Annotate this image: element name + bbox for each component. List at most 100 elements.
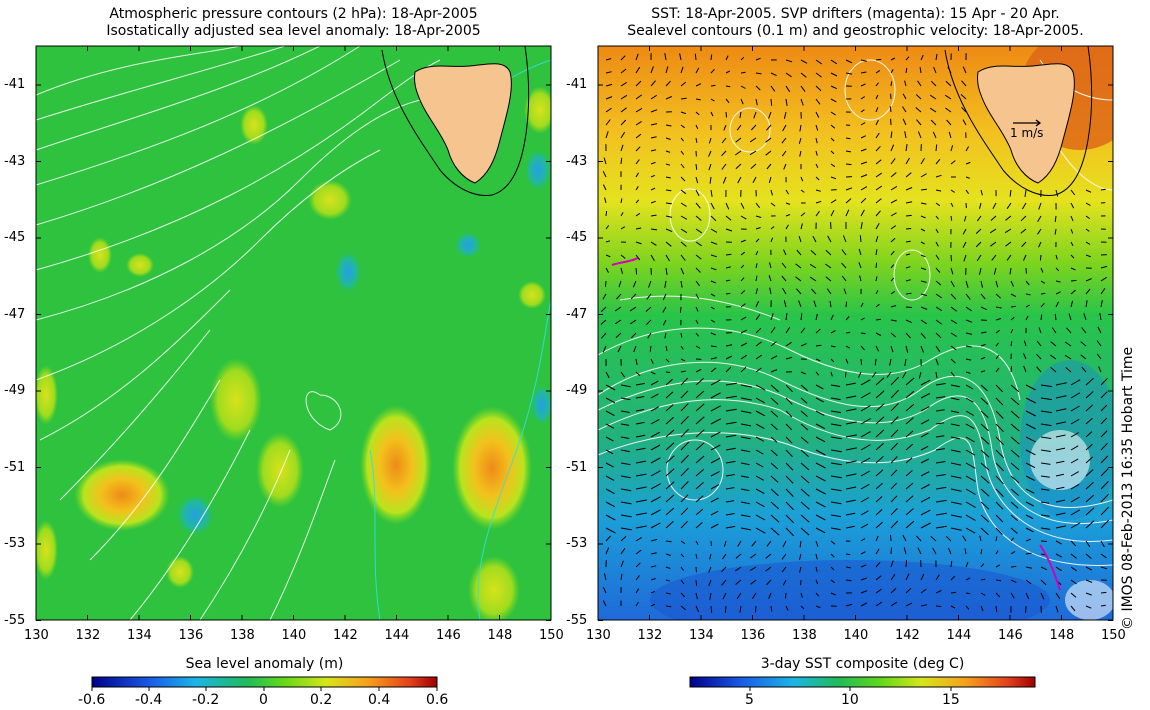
velocity-arrow (695, 241, 702, 247)
velocity-arrow (680, 454, 689, 464)
velocity-arrow (905, 56, 910, 61)
velocity-arrow (980, 280, 983, 288)
velocity-arrow (750, 163, 757, 169)
velocity-arrow (800, 176, 804, 182)
warm-anomaly-2 (452, 406, 532, 530)
velocity-arrow (770, 462, 779, 470)
velocity-arrow (769, 262, 772, 269)
x-tick-label: 146 (436, 628, 461, 643)
x-tick-label: 146 (998, 628, 1023, 643)
velocity-arrow (635, 133, 642, 139)
velocity-arrow (845, 187, 853, 191)
velocity-arrow (830, 475, 842, 479)
velocity-arrow (602, 293, 607, 300)
velocity-key (1013, 119, 1042, 127)
velocity-arrow (710, 357, 718, 360)
velocity-arrow (1006, 202, 1012, 209)
velocity-arrow (798, 137, 802, 144)
velocity-arrow (620, 267, 623, 274)
velocity-arrow (721, 553, 727, 560)
velocity-arrow (1055, 473, 1065, 477)
velocity-arrow (725, 253, 732, 256)
velocity-arrow (1025, 410, 1037, 417)
velocity-arrow (963, 215, 967, 222)
velocity-arrow (815, 540, 819, 547)
velocity-arrow (785, 423, 793, 431)
velocity-arrow (602, 184, 607, 191)
velocity-arrow (616, 293, 622, 300)
velocity-arrow (1040, 267, 1044, 273)
velocity-arrow (965, 358, 972, 361)
velocity-arrow (905, 559, 907, 568)
velocity-arrow (680, 579, 685, 585)
velocity-arrow (800, 343, 807, 347)
velocity-arrow (890, 69, 894, 74)
velocity-arrow (680, 241, 687, 247)
velocity-arrow (650, 358, 654, 365)
velocity-arrow (980, 462, 990, 471)
velocity-arrow (1040, 436, 1052, 439)
velocity-arrow (725, 202, 730, 210)
velocity-arrow (890, 547, 892, 555)
velocity-arrow (930, 536, 937, 542)
velocity-arrow (815, 358, 821, 362)
velocity-arrow (845, 434, 857, 438)
velocity-arrow (650, 161, 656, 165)
velocity-arrow (995, 592, 1001, 598)
velocity-arrow (890, 332, 897, 338)
velocity-arrow (725, 228, 733, 232)
velocity-arrow (995, 449, 1005, 459)
velocity-arrow (695, 482, 704, 490)
velocity-arrow (1025, 423, 1036, 430)
velocity-arrow (950, 449, 961, 453)
velocity-arrow (680, 358, 686, 362)
velocity-arrow (980, 356, 986, 360)
velocity-arrow (980, 410, 989, 418)
velocity-arrow (1051, 327, 1057, 334)
velocity-arrow (905, 172, 912, 178)
velocity-arrow (785, 326, 791, 334)
velocity-arrow (845, 137, 851, 140)
velocity-arrow (980, 343, 986, 347)
velocity-arrow (662, 293, 667, 301)
velocity-arrow (1038, 202, 1042, 210)
velocity-arrow (1070, 215, 1074, 222)
velocity-arrow (995, 527, 1003, 535)
velocity-arrow (782, 287, 787, 295)
velocity-arrow (945, 80, 952, 87)
velocity-arrow (1055, 434, 1066, 438)
velocity-arrow (875, 601, 883, 607)
velocity-arrow (749, 150, 757, 156)
velocity-arrow (965, 592, 971, 595)
velocity-arrow (875, 403, 885, 412)
velocity-arrow (695, 442, 705, 451)
velocity-arrow (890, 131, 893, 139)
velocity-arrow (795, 263, 802, 269)
velocity-arrow (650, 136, 657, 139)
velocity-arrow (920, 215, 926, 219)
velocity-arrow (800, 85, 806, 92)
velocity-arrow (650, 241, 657, 246)
velocity-arrow (1070, 289, 1076, 295)
geostrophic-velocity-arrows (600, 53, 1110, 614)
velocity-arrow (680, 332, 683, 338)
velocity-arrow (695, 592, 698, 600)
velocity-arrow (860, 551, 866, 555)
velocity-arrow (650, 187, 656, 191)
velocity-arrow (695, 280, 700, 287)
velocity-arrow (860, 161, 868, 165)
velocity-arrow (980, 423, 989, 432)
velocity-arrow (605, 280, 607, 287)
velocity-arrow (1010, 550, 1016, 555)
velocity-arrow (605, 71, 612, 74)
velocity-arrow (1064, 341, 1072, 347)
velocity-arrow (875, 521, 883, 529)
velocity-arrow (785, 98, 788, 106)
velocity-arrow (902, 106, 907, 113)
velocity-arrow (830, 314, 834, 321)
velocity-arrow (740, 384, 752, 388)
velocity-arrow (935, 254, 940, 260)
velocity-arrow (769, 287, 772, 295)
velocity-arrow (809, 276, 817, 282)
velocity-arrow (665, 241, 672, 247)
